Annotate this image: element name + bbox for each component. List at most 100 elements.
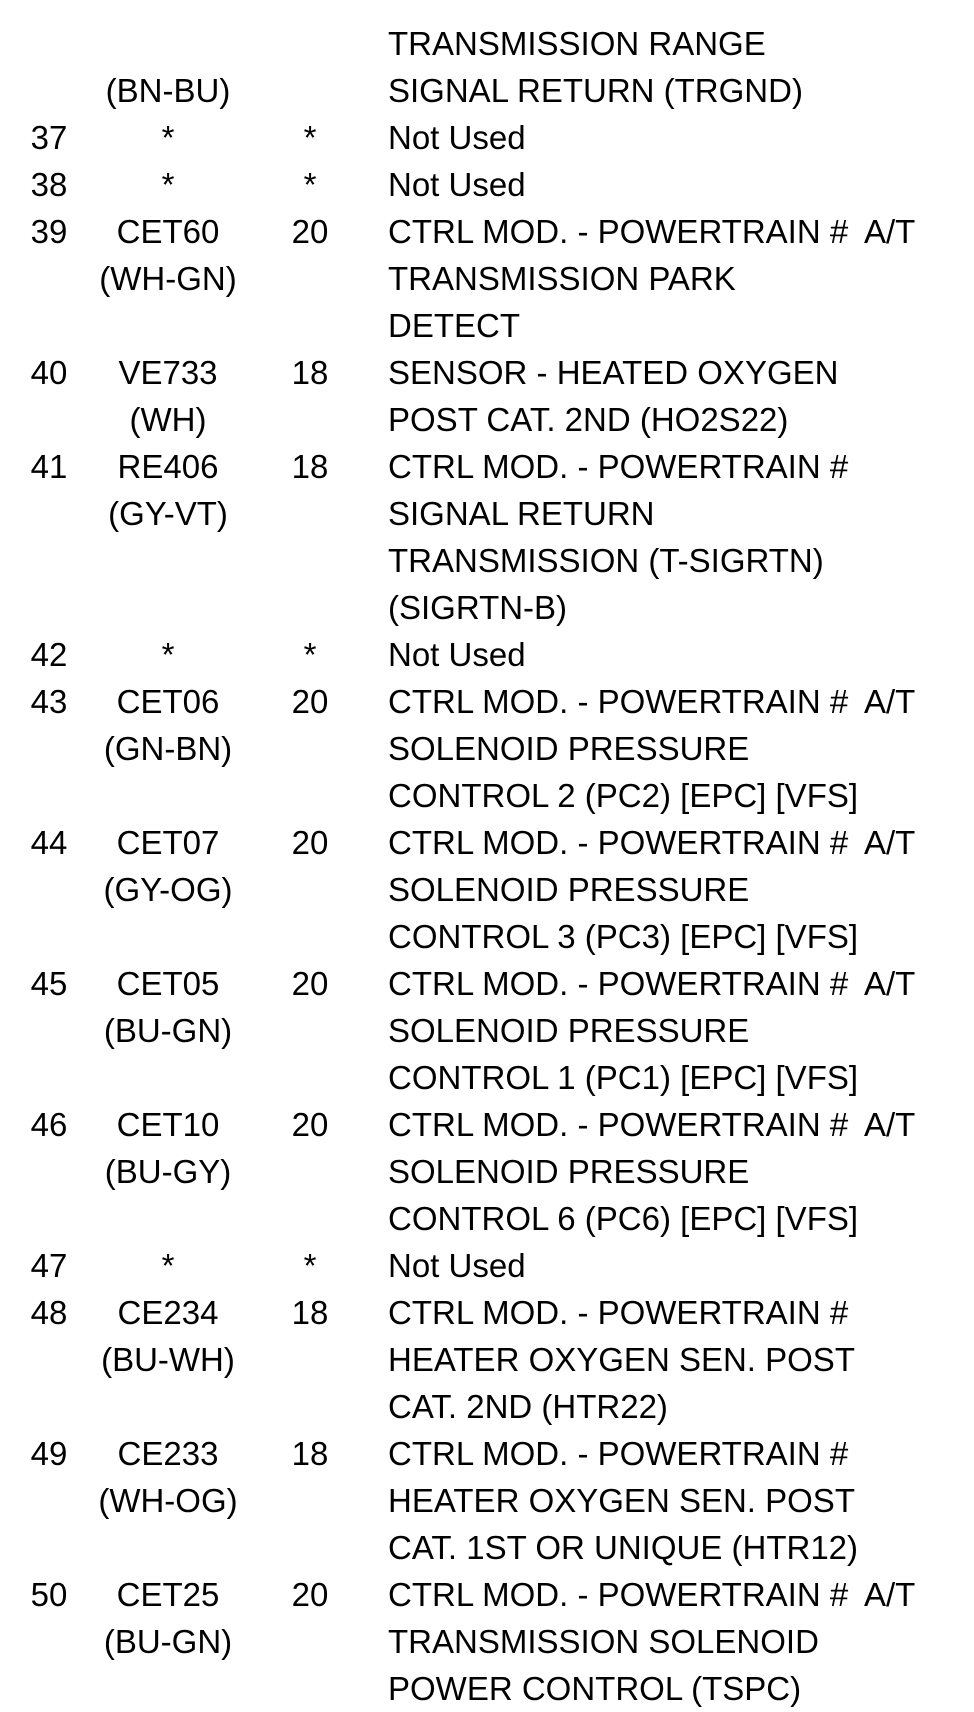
- wire-gauge: 20: [291, 683, 329, 720]
- wire-color: (GY-VT): [108, 495, 228, 532]
- table-row-line: TRANSMISSION RANGE: [0, 20, 974, 67]
- table-row-line: 45(BU-GN)20SOLENOID PRESSUREA/T: [0, 1007, 974, 1054]
- wire-color: (WH): [129, 401, 207, 438]
- circuit-description-line: POWER CONTROL (TSPC): [388, 1670, 802, 1707]
- wire-color: (BU-GN): [103, 1623, 233, 1660]
- circuit-description-line: CTRL MOD. - POWERTRAIN #: [388, 1435, 849, 1472]
- table-row-line: 46(BU-GY)20SOLENOID PRESSUREA/T: [0, 1148, 974, 1195]
- wire-gauge: *: [303, 166, 317, 203]
- table-row: 44 CET07 20 CTRL MOD. - POWERTRAIN # A/T 44(G…: [0, 819, 974, 960]
- wire-gauge: 20: [291, 213, 329, 250]
- circuit-description-line: TRANSMISSION (T-SIGRTN): [388, 542, 824, 579]
- table-row-line: 39(WH-GN)20DETECTA/T: [0, 302, 974, 349]
- table-row-line: 50 CET25 20 CTRL MOD. - POWERTRAIN # A/T: [0, 1571, 974, 1618]
- table-row: 50 CET25 20 CTRL MOD. - POWERTRAIN # A/T 50(B…: [0, 1571, 974, 1712]
- circuit-description-line: CTRL MOD. - POWERTRAIN #: [388, 965, 849, 1002]
- table-row-line: 49(WH-OG)18HEATER OXYGEN SEN. POST: [0, 1477, 974, 1524]
- table-row-line: 43(GN-BN)20CONTROL 2 (PC2) [EPC] [VFS]A/…: [0, 772, 974, 819]
- application-note: A/T: [864, 683, 916, 720]
- pin-number: 37: [30, 119, 68, 156]
- table-row-line: 37 * * Not Used: [0, 114, 974, 161]
- pin-number: 44: [30, 824, 68, 861]
- table-row-line: 48(BU-WH)18HEATER OXYGEN SEN. POST: [0, 1336, 974, 1383]
- table-row: 42 * * Not Used: [0, 631, 974, 678]
- table-row-line: 39 CET60 20 CTRL MOD. - POWERTRAIN # A/T: [0, 208, 974, 255]
- pin-number: 45: [30, 965, 68, 1002]
- table-row-line: 47 * * Not Used: [0, 1242, 974, 1289]
- wire-gauge: 20: [291, 824, 329, 861]
- circuit-code: *: [161, 636, 175, 673]
- circuit-code: VE733: [118, 354, 218, 391]
- circuit-description-line: CTRL MOD. - POWERTRAIN #: [388, 448, 849, 485]
- circuit-description-line: CONTROL 1 (PC1) [EPC] [VFS]: [388, 1059, 859, 1096]
- table-row-line: 41 RE406 18 CTRL MOD. - POWERTRAIN #: [0, 443, 974, 490]
- pin-number: 50: [30, 1576, 68, 1613]
- wire-color: (WH-OG): [98, 1482, 238, 1519]
- table-row: 46 CET10 20 CTRL MOD. - POWERTRAIN # A/T 46(B…: [0, 1101, 974, 1242]
- circuit-description-line: TRANSMISSION SOLENOID: [388, 1623, 819, 1660]
- circuit-code: CET07: [116, 824, 220, 861]
- wire-color: (BN-BU): [105, 72, 231, 109]
- pin-number: 46: [30, 1106, 68, 1143]
- table-row: 40 VE733 18 SENSOR - HEATED OXYGEN 40(WH)18P…: [0, 349, 974, 443]
- table-row: 47 * * Not Used: [0, 1242, 974, 1289]
- circuit-code: CE233: [117, 1435, 219, 1472]
- wire-gauge: 18: [291, 448, 329, 485]
- table-row-line: 39(WH-GN)20TRANSMISSION PARKA/T: [0, 255, 974, 302]
- table-row: 49 CE233 18 CTRL MOD. - POWERTRAIN # 49(WH-O…: [0, 1430, 974, 1571]
- circuit-description-line: CONTROL 3 (PC3) [EPC] [VFS]: [388, 918, 859, 955]
- table-row-line: 40(WH)18POST CAT. 2ND (HO2S22): [0, 396, 974, 443]
- table-row-line: 44(GY-OG)20SOLENOID PRESSUREA/T: [0, 866, 974, 913]
- circuit-code: RE406: [117, 448, 219, 485]
- table-row-line: 41(GY-VT)18(SIGRTN-B): [0, 584, 974, 631]
- circuit-description-line: HEATER OXYGEN SEN. POST: [388, 1341, 855, 1378]
- circuit-description-line: POST CAT. 2ND (HO2S22): [388, 401, 789, 438]
- table-row: 39 CET60 20 CTRL MOD. - POWERTRAIN # A/T 39(W…: [0, 208, 974, 349]
- circuit-code: CET10: [116, 1106, 220, 1143]
- circuit-description-line: SENSOR - HEATED OXYGEN: [388, 354, 839, 391]
- wire-gauge: *: [303, 636, 317, 673]
- circuit-code: CE234: [117, 1294, 219, 1331]
- table-row-line: 41(GY-VT)18TRANSMISSION (T-SIGRTN): [0, 537, 974, 584]
- table-row: 48 CE234 18 CTRL MOD. - POWERTRAIN # 48(BU-W…: [0, 1289, 974, 1430]
- circuit-code: *: [161, 1247, 175, 1284]
- circuit-description-line: CAT. 1ST OR UNIQUE (HTR12): [388, 1529, 859, 1566]
- table-row-line: 41(GY-VT)18SIGNAL RETURN: [0, 490, 974, 537]
- pin-number: 39: [30, 213, 68, 250]
- circuit-description-line: HEATER OXYGEN SEN. POST: [388, 1482, 855, 1519]
- table-row-line: 44(GY-OG)20CONTROL 3 (PC3) [EPC] [VFS]A/…: [0, 913, 974, 960]
- table-row-line: 50(BU-GN)20TRANSMISSION SOLENOIDA/T: [0, 1618, 974, 1665]
- pin-number: 38: [30, 166, 68, 203]
- wire-gauge: 20: [291, 965, 329, 1002]
- circuit-description-line: Not Used: [388, 636, 526, 673]
- circuit-code: *: [161, 166, 175, 203]
- table-row-line: 46 CET10 20 CTRL MOD. - POWERTRAIN # A/T: [0, 1101, 974, 1148]
- circuit-description-line: SIGNAL RETURN: [388, 495, 655, 532]
- pin-number: 41: [30, 448, 68, 485]
- table-row-line: 45(BU-GN)20CONTROL 1 (PC1) [EPC] [VFS]A/…: [0, 1054, 974, 1101]
- wire-gauge: 18: [291, 1435, 329, 1472]
- page-canvas: TRANSMISSION RANGE (BN-BU) SIGNAL RETURN (…: [30, 25, 916, 1707]
- pin-number: 47: [30, 1247, 68, 1284]
- wire-gauge: 20: [291, 1106, 329, 1143]
- table-row-line: 42 * * Not Used: [0, 631, 974, 678]
- table-row-line: 49 CE233 18 CTRL MOD. - POWERTRAIN #: [0, 1430, 974, 1477]
- table-row: TRANSMISSION RANGE (BN-BU) SIGNAL RETURN (…: [0, 20, 974, 114]
- table-row-line: 45 CET05 20 CTRL MOD. - POWERTRAIN # A/T: [0, 960, 974, 1007]
- circuit-description-line: SOLENOID PRESSURE: [388, 730, 750, 767]
- circuit-description-line: TRANSMISSION PARK: [388, 260, 736, 297]
- wire-gauge: 18: [291, 354, 329, 391]
- circuit-description-line: CAT. 2ND (HTR22): [388, 1388, 668, 1425]
- circuit-description-line: CTRL MOD. - POWERTRAIN #: [388, 824, 849, 861]
- table-row-line: 40 VE733 18 SENSOR - HEATED OXYGEN: [0, 349, 974, 396]
- pin-number: 43: [30, 683, 68, 720]
- circuit-description-line: CTRL MOD. - POWERTRAIN #: [388, 213, 849, 250]
- pin-number: 49: [30, 1435, 68, 1472]
- wire-gauge: 20: [291, 1576, 329, 1613]
- table-row: 38 * * Not Used: [0, 161, 974, 208]
- circuit-description-line: CONTROL 6 (PC6) [EPC] [VFS]: [388, 1200, 859, 1237]
- circuit-description-line: CTRL MOD. - POWERTRAIN #: [388, 1576, 849, 1613]
- circuit-description-line: DETECT: [388, 307, 520, 344]
- table-row: 37 * * Not Used: [0, 114, 974, 161]
